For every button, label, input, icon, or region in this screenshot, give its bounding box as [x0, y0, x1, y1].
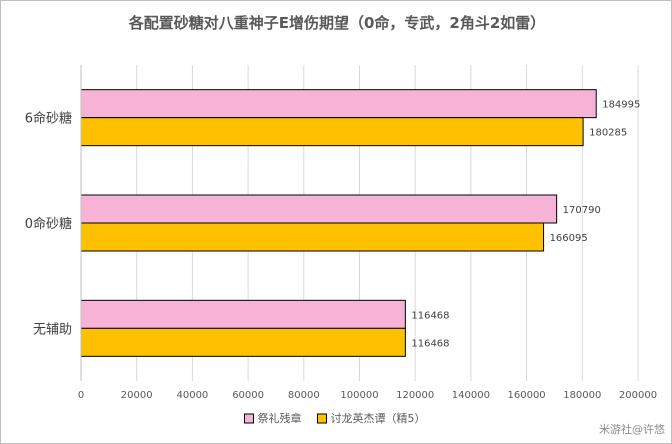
legend-swatch-0 — [244, 413, 254, 424]
bar-0-0 — [80, 89, 597, 119]
legend-label-0: 祭礼残章 — [258, 411, 302, 425]
data-label-0-0: 184995 — [602, 100, 640, 111]
axes: 0 20000 40000 60000 80000 100000 120000 140000 1… — [25, 65, 657, 401]
data-label-1-1: 166095 — [550, 233, 588, 244]
bar-2-1 — [80, 327, 406, 357]
x-tick-label-6: 120000 — [396, 390, 434, 401]
bars — [80, 89, 597, 357]
x-tick-label-9: 180000 — [563, 390, 601, 401]
bar-1-1 — [80, 222, 545, 252]
x-tick-label-8: 160000 — [508, 390, 546, 401]
category-label-0: 6命砂糖 — [25, 111, 72, 127]
x-tick-label-5: 100000 — [340, 390, 378, 401]
x-tick-label-1: 20000 — [121, 390, 153, 401]
bar-1-0 — [80, 194, 558, 224]
category-label-2: 无辅助 — [33, 322, 72, 337]
data-label-2-1: 116468 — [411, 338, 449, 349]
x-tick-label-3: 60000 — [232, 390, 264, 401]
legend: 祭礼残章 讨龙英杰谭（精5） — [244, 411, 426, 425]
legend-label-1: 讨龙英杰谭（精5） — [331, 411, 426, 425]
x-tick-label-7: 140000 — [452, 390, 490, 401]
data-label-1-0: 170790 — [563, 205, 601, 216]
data-labels: 184995 180285 170790 166095 116468 116468 — [411, 100, 640, 350]
chart-title: 各配置砂糖对八重神子E增伤期望（0命，专武，2角斗2如雷） — [128, 14, 546, 32]
data-label-2-0: 116468 — [411, 310, 449, 321]
legend-swatch-1 — [317, 413, 327, 424]
x-tick-label-2: 40000 — [176, 390, 208, 401]
bar-0-1 — [80, 117, 584, 147]
x-tick-label-10: 200000 — [619, 390, 657, 401]
data-label-0-1: 180285 — [589, 128, 627, 139]
category-label-1: 0命砂糖 — [25, 216, 72, 232]
watermark: 米游社@许悠 — [599, 422, 665, 436]
x-tick-label-4: 80000 — [288, 390, 320, 401]
bar-2-0 — [80, 299, 406, 329]
x-tick-label-0: 0 — [78, 390, 84, 401]
